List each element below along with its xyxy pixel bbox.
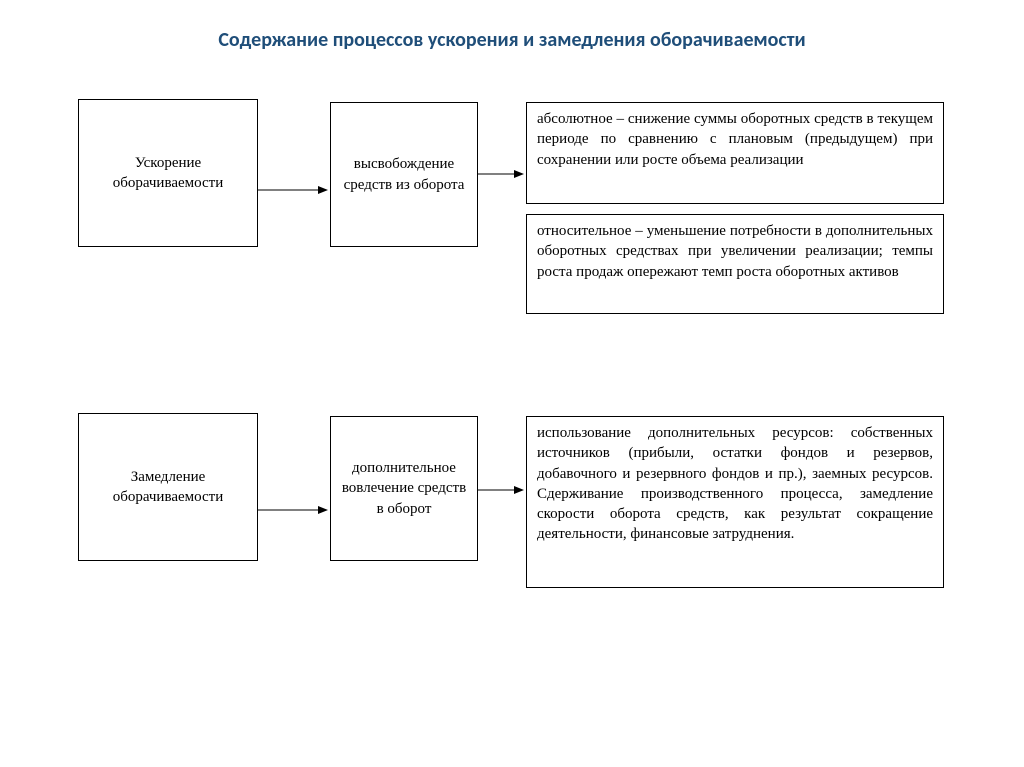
flow2-source-box: Замедление оборачиваемости	[78, 413, 258, 561]
flow2-arrow-2	[478, 477, 536, 503]
flow2-middle-box: дополнительное вовлечение средств в обор…	[330, 416, 478, 561]
flow1-outcome-b-box: относительное – уменьшение потребности в…	[526, 214, 944, 314]
flow2-outcome-box: использование дополнительных ресурсов: с…	[526, 416, 944, 588]
page-title: Содержание процессов ускорения и замедле…	[0, 0, 1024, 52]
flow1-arrow-1	[258, 177, 340, 203]
flow2-arrow-1	[258, 497, 340, 523]
flow1-arrow-2	[478, 161, 536, 187]
flow1-source-box: Ускорение оборачиваемости	[78, 99, 258, 247]
flow1-outcome-a-box: абсолютное – снижение суммы оборотных ср…	[526, 102, 944, 204]
flow1-middle-box: высвобождение средств из оборота	[330, 102, 478, 247]
